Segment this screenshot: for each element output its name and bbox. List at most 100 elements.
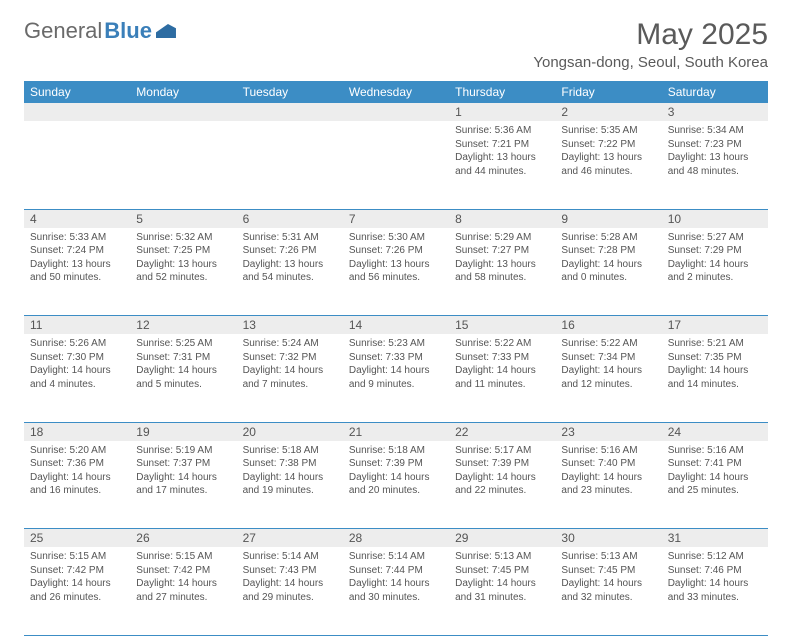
sunrise-line: Sunrise: 5:28 AM (561, 231, 655, 245)
daynum-row: 45678910 (24, 209, 768, 228)
daylight-line: Daylight: 14 hours and 12 minutes. (561, 364, 655, 391)
daylight-line: Daylight: 14 hours and 16 minutes. (30, 471, 124, 498)
sunset-line: Sunset: 7:39 PM (349, 457, 443, 471)
day-number-cell: 10 (662, 209, 768, 228)
sunset-line: Sunset: 7:43 PM (243, 564, 337, 578)
sunset-line: Sunset: 7:45 PM (455, 564, 549, 578)
sunrise-line: Sunrise: 5:36 AM (455, 124, 549, 138)
day-body-cell: Sunrise: 5:30 AMSunset: 7:26 PMDaylight:… (343, 228, 449, 316)
sunset-line: Sunset: 7:33 PM (455, 351, 549, 365)
day-body-cell (24, 121, 130, 209)
sunrise-line: Sunrise: 5:29 AM (455, 231, 549, 245)
day-details: Sunrise: 5:35 AMSunset: 7:22 PMDaylight:… (555, 121, 661, 184)
day-details: Sunrise: 5:27 AMSunset: 7:29 PMDaylight:… (662, 228, 768, 291)
day-details: Sunrise: 5:13 AMSunset: 7:45 PMDaylight:… (555, 547, 661, 610)
sunrise-line: Sunrise: 5:30 AM (349, 231, 443, 245)
day-number-cell: 29 (449, 529, 555, 548)
day-number-cell: 15 (449, 316, 555, 335)
day-body-cell: Sunrise: 5:34 AMSunset: 7:23 PMDaylight:… (662, 121, 768, 209)
sunset-line: Sunset: 7:46 PM (668, 564, 762, 578)
logo-text-1: General (24, 18, 102, 44)
daylight-line: Daylight: 14 hours and 4 minutes. (30, 364, 124, 391)
day-details: Sunrise: 5:13 AMSunset: 7:45 PMDaylight:… (449, 547, 555, 610)
sunset-line: Sunset: 7:36 PM (30, 457, 124, 471)
day-number-cell: 2 (555, 103, 661, 121)
day-number-cell: 14 (343, 316, 449, 335)
day-body-cell: Sunrise: 5:14 AMSunset: 7:43 PMDaylight:… (237, 547, 343, 635)
day-details: Sunrise: 5:34 AMSunset: 7:23 PMDaylight:… (662, 121, 768, 184)
day-details: Sunrise: 5:26 AMSunset: 7:30 PMDaylight:… (24, 334, 130, 397)
day-number-cell: 22 (449, 422, 555, 441)
sunrise-line: Sunrise: 5:33 AM (30, 231, 124, 245)
day-number-cell (343, 103, 449, 121)
sunrise-line: Sunrise: 5:24 AM (243, 337, 337, 351)
daylight-line: Daylight: 13 hours and 50 minutes. (30, 258, 124, 285)
day-number-cell: 1 (449, 103, 555, 121)
day-body-cell: Sunrise: 5:27 AMSunset: 7:29 PMDaylight:… (662, 228, 768, 316)
sunrise-line: Sunrise: 5:27 AM (668, 231, 762, 245)
sunset-line: Sunset: 7:40 PM (561, 457, 655, 471)
sunset-line: Sunset: 7:38 PM (243, 457, 337, 471)
day-body-cell: Sunrise: 5:31 AMSunset: 7:26 PMDaylight:… (237, 228, 343, 316)
day-number-cell: 23 (555, 422, 661, 441)
day-body-cell: Sunrise: 5:15 AMSunset: 7:42 PMDaylight:… (130, 547, 236, 635)
daylight-line: Daylight: 14 hours and 11 minutes. (455, 364, 549, 391)
day-number-cell: 13 (237, 316, 343, 335)
sunrise-line: Sunrise: 5:35 AM (561, 124, 655, 138)
sunrise-line: Sunrise: 5:23 AM (349, 337, 443, 351)
day-details: Sunrise: 5:17 AMSunset: 7:39 PMDaylight:… (449, 441, 555, 504)
daylight-line: Daylight: 14 hours and 29 minutes. (243, 577, 337, 604)
weekday-header: Sunday (24, 81, 130, 103)
page-title: May 2025 (533, 18, 768, 52)
daynum-row: 123 (24, 103, 768, 121)
day-number-cell: 19 (130, 422, 236, 441)
daylight-line: Daylight: 14 hours and 19 minutes. (243, 471, 337, 498)
day-details: Sunrise: 5:25 AMSunset: 7:31 PMDaylight:… (130, 334, 236, 397)
day-body-cell: Sunrise: 5:13 AMSunset: 7:45 PMDaylight:… (449, 547, 555, 635)
week-row: Sunrise: 5:20 AMSunset: 7:36 PMDaylight:… (24, 441, 768, 529)
weekday-header: Monday (130, 81, 236, 103)
day-number-cell: 5 (130, 209, 236, 228)
day-number-cell: 31 (662, 529, 768, 548)
week-row: Sunrise: 5:36 AMSunset: 7:21 PMDaylight:… (24, 121, 768, 209)
day-details: Sunrise: 5:32 AMSunset: 7:25 PMDaylight:… (130, 228, 236, 291)
day-number-cell: 25 (24, 529, 130, 548)
sunrise-line: Sunrise: 5:32 AM (136, 231, 230, 245)
sunset-line: Sunset: 7:42 PM (30, 564, 124, 578)
daylight-line: Daylight: 14 hours and 31 minutes. (455, 577, 549, 604)
day-details: Sunrise: 5:23 AMSunset: 7:33 PMDaylight:… (343, 334, 449, 397)
day-details: Sunrise: 5:15 AMSunset: 7:42 PMDaylight:… (24, 547, 130, 610)
day-body-cell: Sunrise: 5:24 AMSunset: 7:32 PMDaylight:… (237, 334, 343, 422)
day-details: Sunrise: 5:14 AMSunset: 7:43 PMDaylight:… (237, 547, 343, 610)
sunset-line: Sunset: 7:24 PM (30, 244, 124, 258)
sunrise-line: Sunrise: 5:22 AM (561, 337, 655, 351)
day-body-cell: Sunrise: 5:16 AMSunset: 7:41 PMDaylight:… (662, 441, 768, 529)
day-details: Sunrise: 5:28 AMSunset: 7:28 PMDaylight:… (555, 228, 661, 291)
weekday-header: Thursday (449, 81, 555, 103)
sunset-line: Sunset: 7:28 PM (561, 244, 655, 258)
day-number-cell: 18 (24, 422, 130, 441)
day-details: Sunrise: 5:22 AMSunset: 7:34 PMDaylight:… (555, 334, 661, 397)
day-number-cell: 27 (237, 529, 343, 548)
daynum-row: 25262728293031 (24, 529, 768, 548)
day-details: Sunrise: 5:24 AMSunset: 7:32 PMDaylight:… (237, 334, 343, 397)
week-row: Sunrise: 5:15 AMSunset: 7:42 PMDaylight:… (24, 547, 768, 635)
daylight-line: Daylight: 14 hours and 25 minutes. (668, 471, 762, 498)
sunset-line: Sunset: 7:26 PM (349, 244, 443, 258)
sunrise-line: Sunrise: 5:16 AM (561, 444, 655, 458)
sunrise-line: Sunrise: 5:12 AM (668, 550, 762, 564)
sunset-line: Sunset: 7:22 PM (561, 138, 655, 152)
day-body-cell: Sunrise: 5:21 AMSunset: 7:35 PMDaylight:… (662, 334, 768, 422)
day-body-cell: Sunrise: 5:35 AMSunset: 7:22 PMDaylight:… (555, 121, 661, 209)
sunrise-line: Sunrise: 5:17 AM (455, 444, 549, 458)
day-body-cell: Sunrise: 5:14 AMSunset: 7:44 PMDaylight:… (343, 547, 449, 635)
sunset-line: Sunset: 7:35 PM (668, 351, 762, 365)
daylight-line: Daylight: 14 hours and 32 minutes. (561, 577, 655, 604)
daylight-line: Daylight: 13 hours and 48 minutes. (668, 151, 762, 178)
sunset-line: Sunset: 7:41 PM (668, 457, 762, 471)
sunset-line: Sunset: 7:29 PM (668, 244, 762, 258)
calendar-table: SundayMondayTuesdayWednesdayThursdayFrid… (24, 81, 768, 636)
day-number-cell: 9 (555, 209, 661, 228)
day-details: Sunrise: 5:18 AMSunset: 7:38 PMDaylight:… (237, 441, 343, 504)
day-details: Sunrise: 5:22 AMSunset: 7:33 PMDaylight:… (449, 334, 555, 397)
